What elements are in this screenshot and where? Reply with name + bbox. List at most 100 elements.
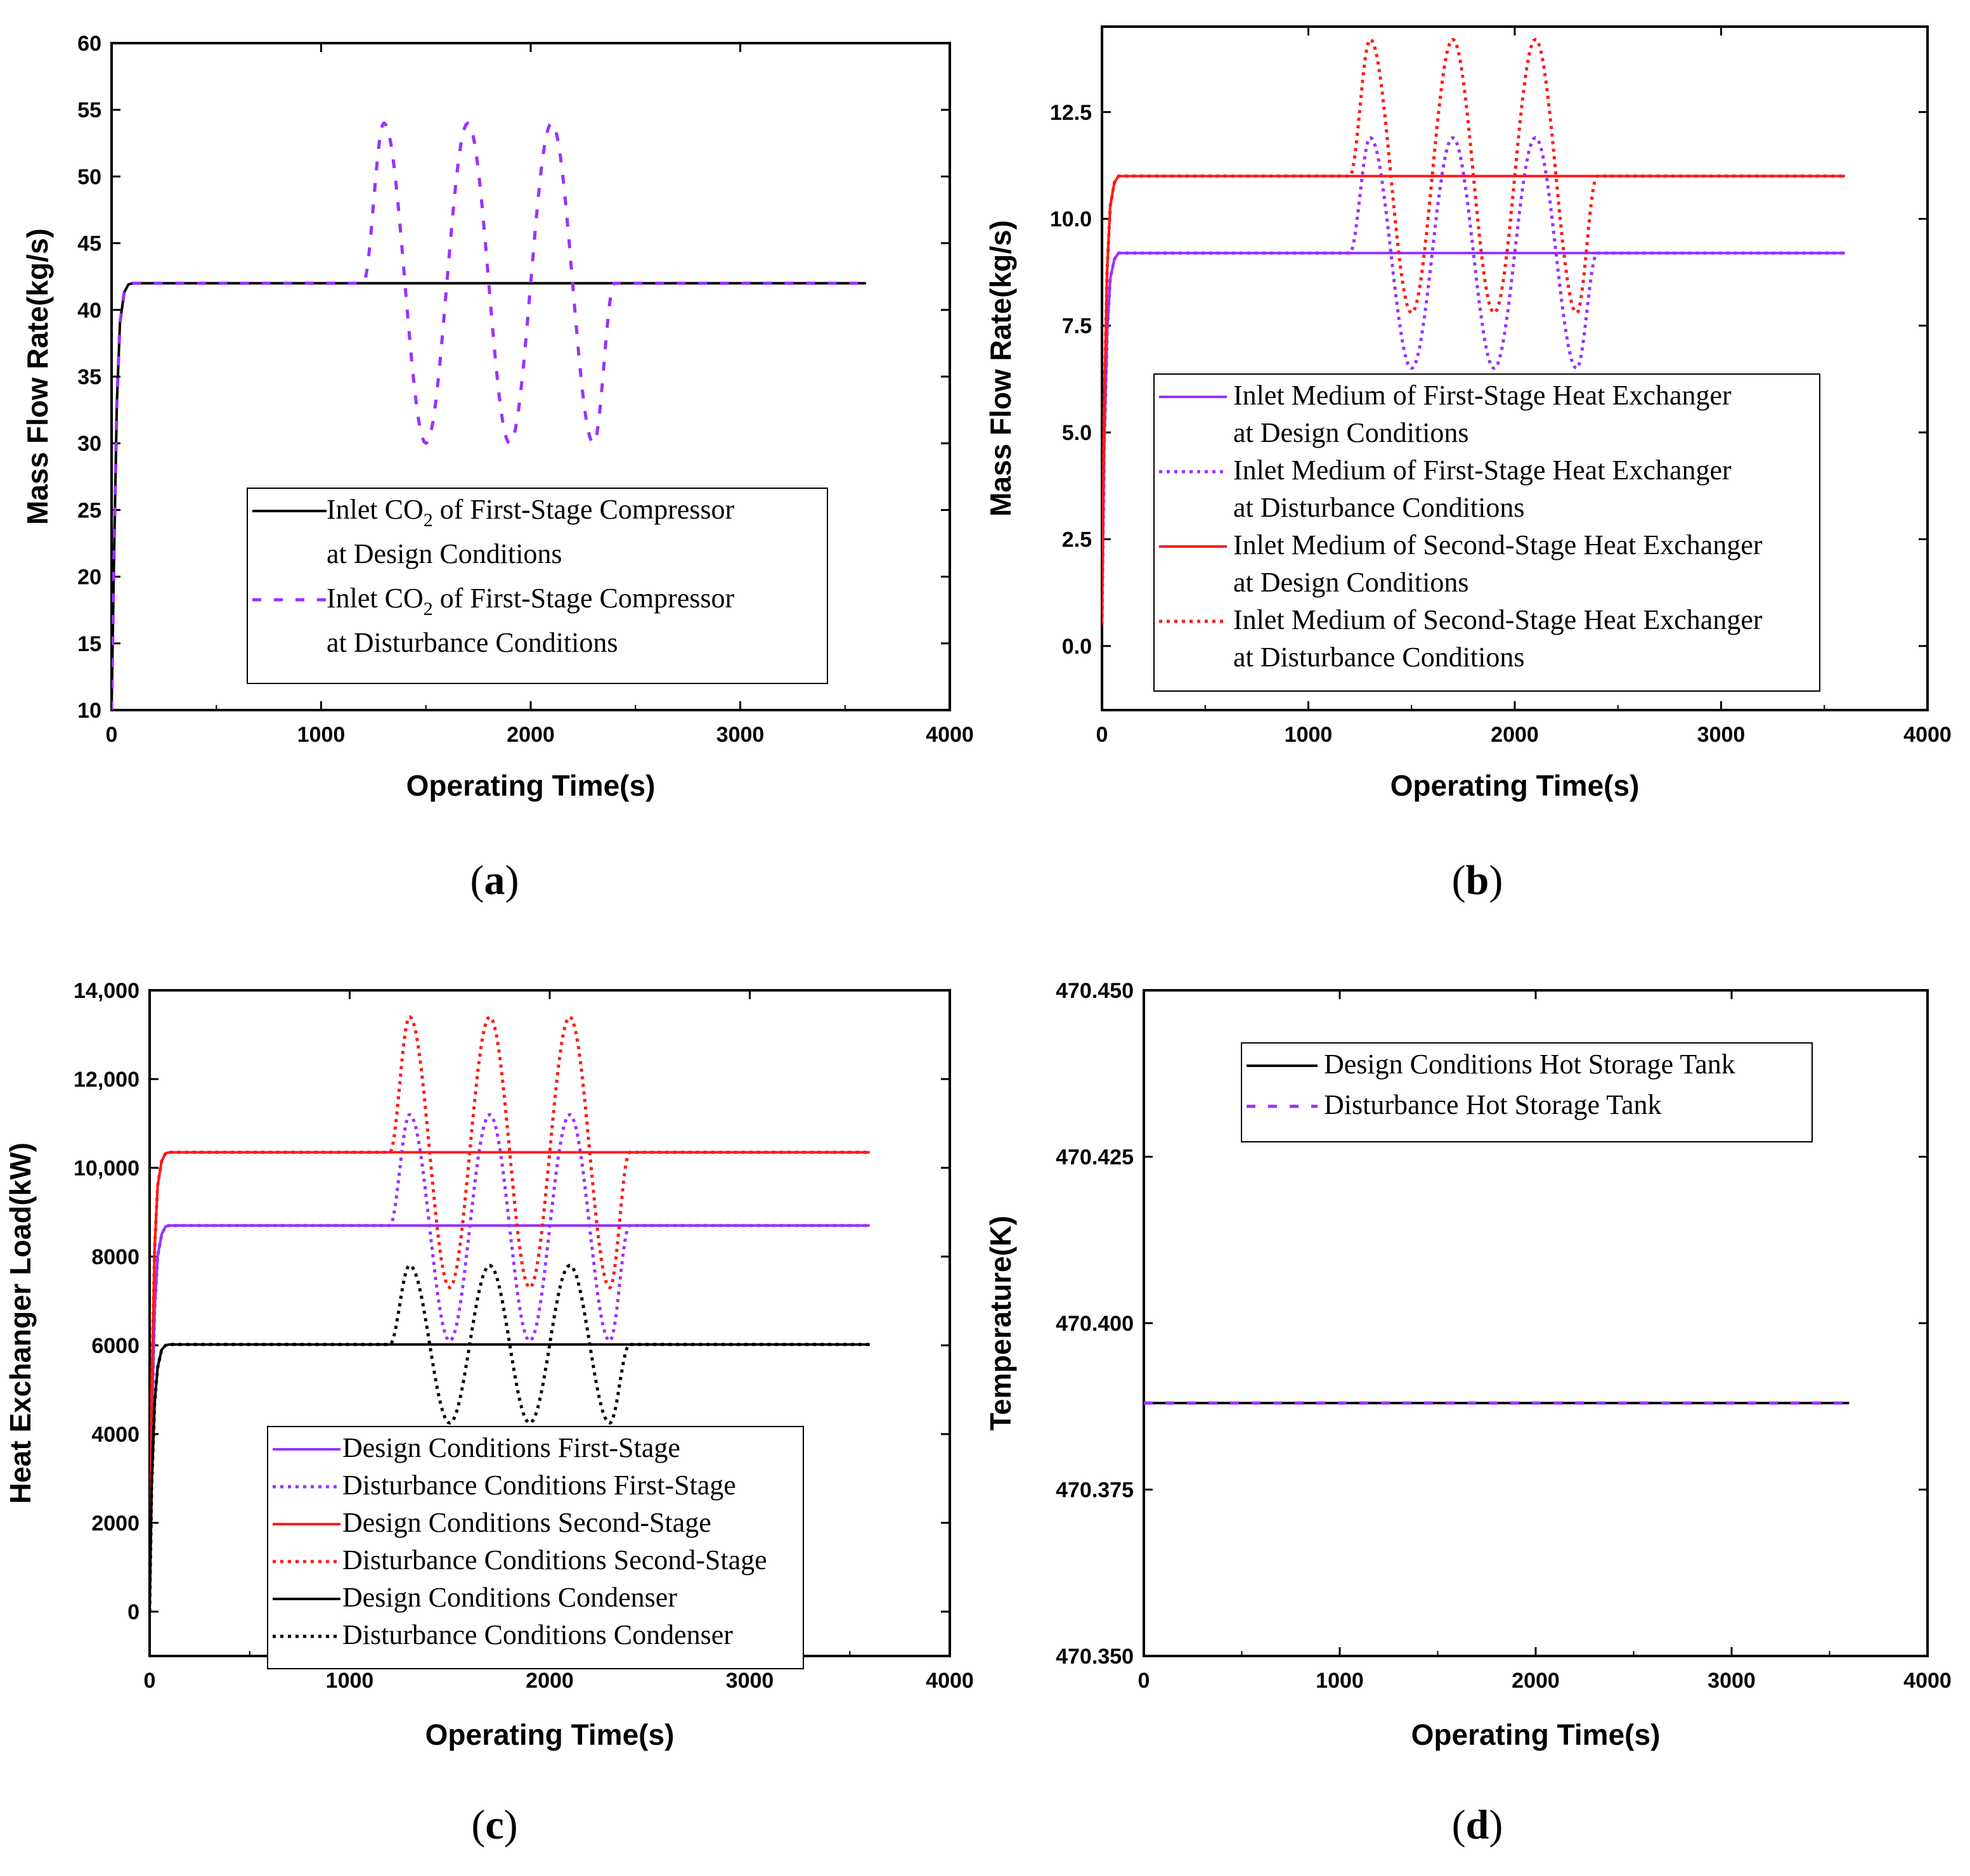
- legend-entry-2: Inlet Medium of Second-Stage Heat Exchan…: [1233, 529, 1763, 598]
- x-tick-label: 3000: [716, 723, 765, 747]
- x-tick-label: 1000: [1285, 723, 1333, 747]
- panel-caption: (b): [1452, 857, 1503, 903]
- x-tick-label: 0: [144, 1669, 156, 1693]
- y-tick-label: 6000: [91, 1334, 139, 1358]
- y-tick-label: 470.375: [1056, 1478, 1134, 1503]
- series-group: [1102, 37, 1845, 625]
- y-tick-label: 470.350: [1056, 1645, 1134, 1669]
- y-tick-label: 2000: [91, 1511, 139, 1536]
- legend-entry-0: Inlet CO2 of First-Stage Compressor at De…: [327, 494, 735, 569]
- x-tick-label: 4000: [1903, 1669, 1952, 1693]
- y-tick-label: 25: [77, 498, 101, 522]
- x-tick-label: 2000: [507, 723, 555, 747]
- caption-open-paren: (: [1452, 1802, 1466, 1848]
- x-axis-title: Operating Time(s): [406, 769, 656, 802]
- x-axis-title: Operating Time(s): [1390, 769, 1640, 802]
- y-axis-title: Heat Exchanger Load(kW): [4, 1142, 37, 1504]
- legend: Inlet Medium of First-Stage Heat Exchang…: [1153, 373, 1820, 692]
- y-tick-label: 60: [77, 32, 101, 56]
- x-tick-label: 0: [1138, 1669, 1150, 1693]
- legend-entry-5: Disturbance Conditions Condenser: [342, 1619, 733, 1650]
- y-tick-label: 7.5: [1062, 314, 1092, 339]
- caption-open-paren: (: [1452, 857, 1466, 903]
- subscript-2: 2: [424, 598, 433, 619]
- y-tick-label: 10: [77, 699, 101, 723]
- x-tick-label: 0: [106, 723, 118, 747]
- legend-entry-2: Design Conditions Second-Stage: [342, 1507, 711, 1538]
- y-tick-label: 470.400: [1056, 1312, 1134, 1336]
- x-tick-label: 3000: [1697, 723, 1746, 747]
- y-tick-label: 45: [77, 232, 101, 256]
- y-tick-label: 470.450: [1056, 979, 1134, 1003]
- caption-close-paren: ): [1489, 1802, 1503, 1848]
- legend-line: Design Conditions First-Stage: [342, 1432, 680, 1463]
- y-tick-label: 0.0: [1062, 635, 1092, 659]
- legend-line: at Design Conditions: [1233, 417, 1469, 448]
- legend-entry-1: Inlet CO2 of First-Stage Compressor at Di…: [327, 583, 735, 658]
- x-tick-label: 1000: [326, 1669, 374, 1693]
- y-tick-label: 10,000: [74, 1156, 139, 1181]
- panel-caption: (d): [1452, 1802, 1503, 1848]
- legend-entry-4: Design Conditions Condenser: [342, 1582, 677, 1613]
- y-axis-title: Temperature(K): [984, 1215, 1017, 1430]
- caption-open-paren: (: [470, 857, 484, 903]
- caption-close-paren: ): [504, 1802, 518, 1848]
- series-line-c-3: [150, 1015, 870, 1612]
- series-line-a-0: [112, 281, 866, 710]
- x-tick-label: 4000: [926, 723, 974, 747]
- x-tick-label: 3000: [1708, 1669, 1756, 1693]
- caption-letter: c: [485, 1802, 503, 1848]
- y-tick-label: 50: [77, 165, 101, 189]
- y-tick-label: 15: [77, 632, 101, 656]
- legend-line: Design Conditions Condenser: [342, 1582, 677, 1613]
- legend-line: Disturbance Conditions Condenser: [342, 1619, 733, 1650]
- caption-letter: b: [1466, 857, 1489, 903]
- legend-line: Inlet Medium of Second-Stage Heat Exchan…: [1233, 604, 1763, 635]
- legend-box: [267, 1426, 804, 1669]
- legend-line: Disturbance Conditions Second-Stage: [342, 1544, 767, 1575]
- legend-entry-1: Disturbance Conditions First-Stage: [342, 1470, 736, 1501]
- panel-caption: (a): [470, 857, 519, 903]
- caption-close-paren: ): [505, 857, 519, 903]
- caption-close-paren: ): [1489, 857, 1503, 903]
- y-tick-label: 12.5: [1050, 101, 1092, 125]
- legend-line: Inlet CO2 of First-Stage Compressor: [327, 583, 735, 619]
- series-line-a-1: [112, 121, 866, 710]
- legend-line: at Disturbance Conditions: [1233, 642, 1525, 673]
- legend-line: at Disturbance Conditions: [1233, 492, 1525, 523]
- legend-line: Disturbance Conditions First-Stage: [342, 1470, 736, 1501]
- y-tick-label: 20: [77, 566, 101, 590]
- chart-panel-b: 0 1000 2000 3000 4000 0.0 2.5 5.0 7.5 10.0 12.5 Ope…: [984, 25, 1952, 903]
- y-tick-label: 0: [127, 1600, 139, 1624]
- y-tick-label: 14,000: [74, 979, 139, 1003]
- y-axis-title: Mass Flow Rate(kg/s): [984, 220, 1017, 517]
- legend-line: Design Conditions Second-Stage: [342, 1507, 711, 1538]
- series-line-c-5: [150, 1264, 870, 1612]
- panel-caption: (c): [471, 1802, 517, 1848]
- subscript-2: 2: [424, 510, 433, 531]
- y-axis-title: Mass Flow Rate(kg/s): [21, 228, 54, 525]
- series-group: [150, 1015, 870, 1612]
- legend-entry-0: Inlet Medium of First-Stage Heat Exchang…: [1233, 380, 1732, 448]
- legend: Design Conditions First-Stage Disturbance…: [267, 1426, 804, 1669]
- chart-panel-c: 0 1000 2000 3000 4000 0 2000 4000 6000 8000 10,000…: [4, 979, 974, 1848]
- legend-line: at Design Conditions: [1233, 567, 1469, 598]
- legend-entry-1: Inlet Medium of First-Stage Heat Exchang…: [1233, 455, 1732, 523]
- legend-line: at Design Conditions: [327, 538, 562, 569]
- legend-line-rest: of First-Stage Compressor: [433, 583, 735, 614]
- legend-box: [247, 488, 828, 684]
- legend-entry-0: Design Conditions First-Stage: [342, 1432, 680, 1463]
- chart-panel-a: 0 1000 2000 3000 4000 10 15 20 25 30 35 40 45 50 55 60 O…: [21, 32, 974, 903]
- caption-letter: a: [484, 857, 505, 903]
- legend-line: Design Conditions Hot Storage Tank: [1324, 1049, 1735, 1080]
- y-tick-label: 8000: [91, 1245, 139, 1269]
- legend: Design Conditions Hot Storage Tank Distur…: [1241, 1042, 1813, 1142]
- x-tick-label: 2000: [1512, 1669, 1560, 1693]
- y-tick-label: 5.0: [1062, 421, 1092, 445]
- legend-entry-3: Inlet Medium of Second-Stage Heat Exchan…: [1233, 604, 1763, 673]
- y-tick-label: 12,000: [74, 1068, 139, 1092]
- y-tick-label: 35: [77, 365, 101, 389]
- x-tick-label: 2000: [526, 1669, 574, 1693]
- x-axis-title: Operating Time(s): [425, 1718, 675, 1751]
